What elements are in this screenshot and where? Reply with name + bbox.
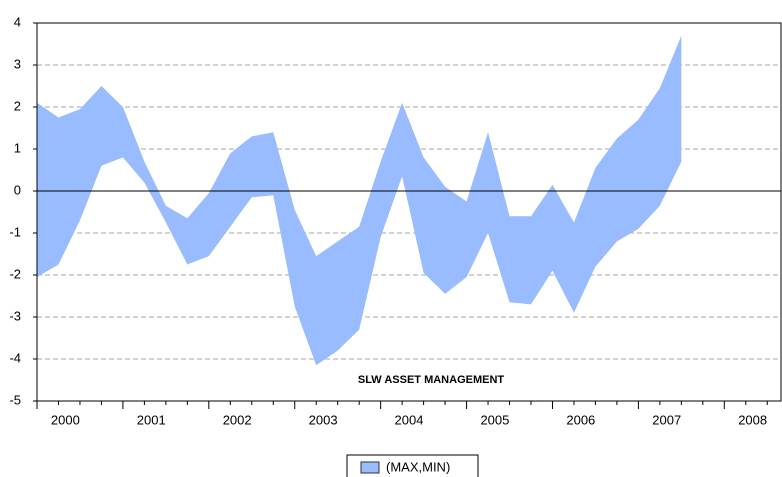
y-tick-label: 1 <box>14 140 21 155</box>
band-area <box>37 35 682 366</box>
x-tick-label: 2003 <box>309 412 338 427</box>
y-tick-label: -4 <box>9 350 21 365</box>
y-tick-label: -2 <box>9 266 21 281</box>
x-tick-label: 2001 <box>137 412 166 427</box>
x-tick-label: 2002 <box>223 412 252 427</box>
legend-box <box>346 454 479 477</box>
x-tick-label: 2005 <box>480 412 509 427</box>
legend-swatch <box>360 461 380 474</box>
y-tick-label: 0 <box>14 182 21 197</box>
y-tick-label: 2 <box>14 98 21 113</box>
y-tick-label: -5 <box>9 392 21 407</box>
x-tick-label: 2008 <box>738 412 767 427</box>
x-tick-label: 2004 <box>395 412 424 427</box>
y-tick-label: -3 <box>9 308 21 323</box>
y-tick-label: 4 <box>14 14 21 29</box>
annotation: SLW ASSET MANAGEMENT <box>358 374 505 386</box>
plot-frame <box>36 22 782 402</box>
x-tick-label: 2000 <box>51 412 80 427</box>
y-tick-label: -1 <box>9 224 21 239</box>
y-tick-label: 3 <box>14 56 21 71</box>
legend-label: (MAX,MIN) <box>386 459 450 474</box>
x-tick-label: 2007 <box>652 412 681 427</box>
x-tick-label: 2006 <box>566 412 595 427</box>
